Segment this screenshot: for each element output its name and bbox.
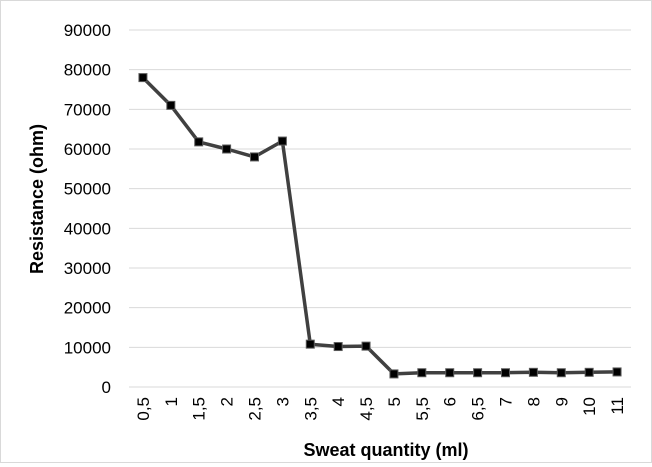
data-point-marker bbox=[445, 368, 455, 378]
x-tick-label: 11 bbox=[608, 397, 627, 415]
data-point-marker bbox=[333, 342, 343, 352]
data-point-marker bbox=[361, 341, 371, 351]
data-point-marker bbox=[612, 367, 622, 377]
x-axis-ticks: 0,5 1 1,5 2 2,5 3 3,5 4 4,5 5 5,5 6 6,5 7 8 9 10 11 bbox=[134, 397, 627, 421]
y-tick-label: 90000 bbox=[64, 21, 111, 40]
y-tick-label: 70000 bbox=[64, 100, 111, 119]
series-line bbox=[141, 76, 618, 376]
y-axis-title: Resistance (ohm) bbox=[27, 124, 47, 274]
x-tick-label: 8 bbox=[524, 397, 543, 406]
y-axis-ticks: 0 10000 20000 30000 40000 50000 60000 70000 8000… bbox=[64, 21, 111, 397]
y-tick-label: 60000 bbox=[64, 140, 111, 159]
y-tick-label: 0 bbox=[102, 378, 111, 397]
y-tick-label: 80000 bbox=[64, 61, 111, 80]
x-tick-label: 3,5 bbox=[301, 397, 320, 421]
data-point-marker bbox=[222, 144, 232, 154]
data-point-marker bbox=[166, 100, 176, 110]
data-point-marker bbox=[194, 137, 204, 147]
x-tick-label: 5,5 bbox=[413, 397, 432, 421]
x-tick-label: 9 bbox=[552, 397, 571, 406]
series-group bbox=[138, 73, 622, 379]
y-tick-label: 10000 bbox=[64, 338, 111, 357]
x-axis-title: Sweat quantity (ml) bbox=[303, 440, 468, 460]
data-point-marker bbox=[501, 368, 510, 378]
data-point-marker bbox=[417, 368, 427, 378]
x-tick-label: 10 bbox=[580, 397, 599, 416]
x-tick-label: 3 bbox=[273, 397, 292, 406]
data-point-marker bbox=[556, 368, 566, 378]
x-tick-label: 7 bbox=[497, 397, 516, 406]
x-tick-label: 6 bbox=[441, 397, 460, 406]
x-tick-label: 4,5 bbox=[357, 397, 376, 421]
data-point-marker bbox=[138, 73, 148, 83]
x-tick-label: 0,5 bbox=[134, 397, 153, 421]
data-point-marker bbox=[473, 368, 483, 378]
x-tick-label: 5 bbox=[385, 397, 404, 406]
data-point-marker bbox=[305, 339, 315, 349]
y-tick-label: 20000 bbox=[64, 299, 111, 318]
data-point-marker bbox=[277, 136, 287, 146]
y-tick-label: 50000 bbox=[64, 180, 111, 199]
x-tick-label: 4 bbox=[329, 397, 348, 406]
x-tick-label: 1,5 bbox=[190, 397, 209, 421]
gridlines bbox=[129, 29, 631, 388]
y-tick-label: 40000 bbox=[64, 219, 111, 238]
data-point-marker bbox=[389, 369, 399, 379]
x-tick-label: 1 bbox=[162, 397, 181, 406]
data-point-marker bbox=[250, 152, 259, 162]
y-tick-label: 30000 bbox=[64, 259, 111, 278]
data-point-marker bbox=[528, 367, 538, 377]
data-point-marker bbox=[584, 367, 594, 377]
x-tick-label: 6,5 bbox=[469, 397, 488, 421]
x-tick-label: 2,5 bbox=[246, 397, 265, 421]
x-tick-label: 2 bbox=[218, 397, 237, 406]
